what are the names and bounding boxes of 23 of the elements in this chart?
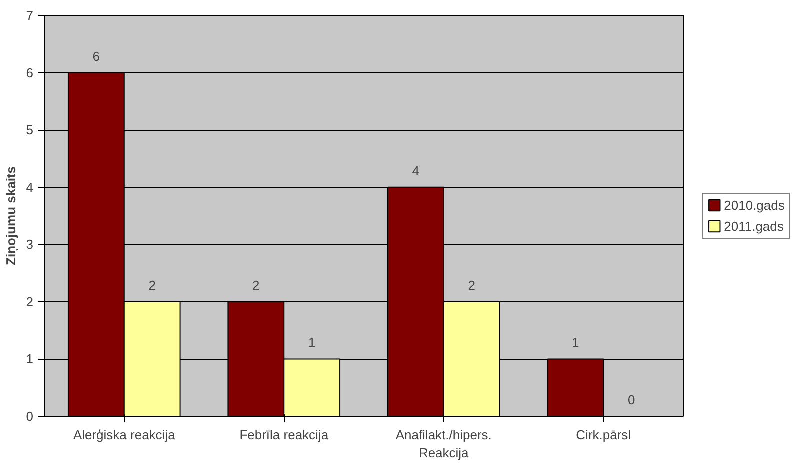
x-tick-label: Febrīla reakcija (240, 428, 330, 442)
y-tick-label: 4 (26, 180, 34, 195)
y-tick-label: 3 (26, 237, 34, 252)
y-axis-title: Ziņojumu skaits (3, 166, 18, 266)
data-label: 4 (412, 163, 420, 178)
legend-label: 2011.gads (724, 218, 784, 234)
y-tick-label: 6 (26, 65, 34, 80)
y-tick-label: 7 (26, 8, 34, 23)
data-label: 6 (92, 48, 100, 64)
y-tick-label: 0 (26, 409, 34, 424)
y-tick-label: 2 (26, 294, 34, 310)
data-label: 1 (308, 335, 316, 350)
x-tick-label: Alerģiska reakcija (73, 428, 176, 442)
x-tick-label: Anafilakt./hipers. Reakcija (396, 428, 492, 460)
data-label: 0 (628, 392, 636, 408)
data-label: 2 (148, 278, 156, 293)
legend-label: 2010.gads (724, 198, 785, 212)
data-label: 1 (572, 335, 580, 350)
y-tick-label: 5 (26, 122, 34, 138)
data-label: 2 (468, 278, 476, 293)
x-tick-label: Cirk.pārsl (576, 428, 632, 442)
y-tick-label: 1 (26, 352, 34, 367)
data-label: 2 (252, 278, 260, 293)
